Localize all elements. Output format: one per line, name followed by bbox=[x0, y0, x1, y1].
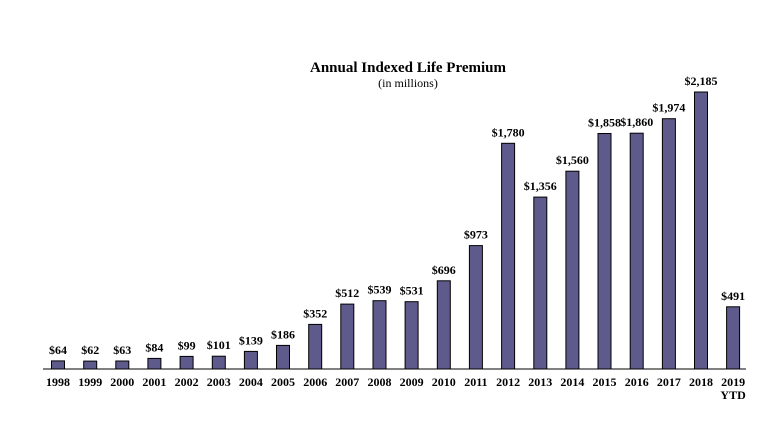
value-label: $1,974 bbox=[652, 101, 685, 115]
bar-2013 bbox=[533, 196, 548, 370]
bar-2015 bbox=[597, 133, 612, 370]
bar-2010 bbox=[436, 280, 451, 370]
bar-2012 bbox=[501, 142, 516, 370]
value-label: $63 bbox=[113, 343, 131, 357]
bar-2004 bbox=[243, 350, 258, 370]
x-tick-label: 2013 bbox=[528, 375, 552, 389]
bar-2009 bbox=[404, 301, 419, 370]
value-label: $1,356 bbox=[524, 179, 557, 193]
value-label: $696 bbox=[432, 263, 456, 277]
bar-2000 bbox=[115, 360, 130, 370]
x-tick-label: 2007 bbox=[335, 375, 359, 389]
x-tick-label: YTD bbox=[720, 388, 746, 402]
chart-title: Annual Indexed Life Premium bbox=[310, 60, 506, 76]
value-label: $64 bbox=[49, 343, 67, 357]
value-label: $1,780 bbox=[492, 125, 525, 139]
value-label: $101 bbox=[207, 338, 231, 352]
x-tick-label: 2015 bbox=[593, 375, 617, 389]
x-tick-label: 2019 bbox=[721, 375, 745, 389]
value-label: $1,860 bbox=[620, 115, 653, 129]
x-tick-label: 2010 bbox=[432, 375, 456, 389]
value-label: $512 bbox=[335, 286, 359, 300]
x-tick-label: 1998 bbox=[46, 375, 70, 389]
x-tick-label: 2018 bbox=[689, 375, 713, 389]
value-label: $531 bbox=[400, 284, 424, 298]
x-tick-label: 2016 bbox=[625, 375, 649, 389]
x-tick-label: 2014 bbox=[560, 375, 584, 389]
x-tick-label: 2002 bbox=[175, 375, 199, 389]
x-tick-labels: 1998 1999 2000 2001 2002 2003 2004 2005 2006 2007… bbox=[46, 375, 746, 402]
bar-2006 bbox=[308, 323, 323, 370]
x-tick-label: 2012 bbox=[496, 375, 520, 389]
value-label: $491 bbox=[721, 289, 745, 303]
bars-group: $64 $62 $63 $84 $99 $101 $139 $186 $352 $512 $539 $… bbox=[49, 74, 745, 370]
value-label: $62 bbox=[81, 343, 99, 357]
bar-2005 bbox=[276, 344, 290, 370]
bar-2019-ytd bbox=[726, 306, 741, 370]
x-tick-label: 2004 bbox=[239, 375, 263, 389]
bar-2007 bbox=[340, 303, 355, 370]
bar-2008 bbox=[372, 300, 387, 370]
value-label: $84 bbox=[145, 340, 163, 354]
x-tick-label: 2017 bbox=[657, 375, 681, 389]
x-tick-label: 2003 bbox=[207, 375, 231, 389]
x-tick-label: 1999 bbox=[78, 375, 102, 389]
x-tick-label: 2009 bbox=[400, 375, 424, 389]
bar-2011 bbox=[468, 245, 483, 370]
bar-2017 bbox=[661, 118, 676, 370]
bar-2001 bbox=[147, 357, 162, 370]
value-label: $352 bbox=[303, 306, 327, 320]
x-tick-label: 2006 bbox=[303, 375, 327, 389]
bar-2002 bbox=[179, 355, 194, 370]
chart-subtitle: (in millions) bbox=[378, 76, 438, 90]
value-label: $973 bbox=[464, 228, 488, 242]
value-label: $139 bbox=[239, 333, 263, 347]
bar-2003 bbox=[211, 355, 226, 370]
value-label: $539 bbox=[368, 283, 392, 297]
x-tick-label: 2000 bbox=[110, 375, 134, 389]
bar-2016 bbox=[629, 132, 644, 370]
bar-2018 bbox=[694, 91, 708, 370]
bar-1998 bbox=[51, 360, 65, 370]
value-label: $1,858 bbox=[588, 116, 621, 130]
x-tick-label: 2011 bbox=[464, 375, 487, 389]
value-label: $99 bbox=[178, 338, 196, 352]
bar-1999 bbox=[83, 360, 98, 370]
x-tick-label: 2005 bbox=[271, 375, 295, 389]
value-label: $1,560 bbox=[556, 153, 589, 167]
value-label: $2,185 bbox=[685, 74, 718, 88]
bar-2014 bbox=[565, 170, 580, 370]
x-tick-label: 2001 bbox=[142, 375, 166, 389]
value-label: $186 bbox=[271, 327, 295, 341]
x-tick-label: 2008 bbox=[368, 375, 392, 389]
